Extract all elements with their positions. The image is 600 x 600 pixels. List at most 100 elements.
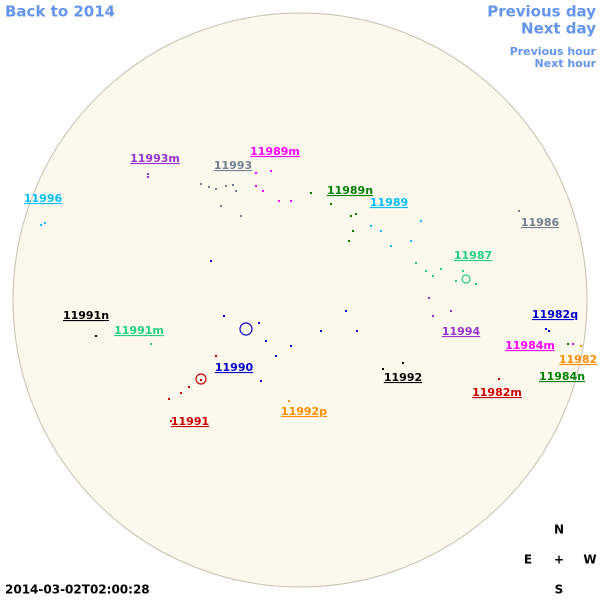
spot [150,343,152,345]
spot-ring [461,274,471,284]
spot [462,270,464,272]
spot [350,215,352,217]
region-label[interactable]: 11994 [442,325,481,338]
spot [567,343,569,345]
compass-west: W [583,553,596,567]
region-label[interactable]: 11987 [454,249,492,262]
spot [270,170,272,172]
spot [432,315,434,317]
region-label[interactable]: 11989n [327,184,373,197]
spot [278,200,280,202]
next-day-link[interactable]: Next day [521,20,596,38]
timestamp: 2014-03-02T02:00:28 [5,583,150,597]
spot [420,220,422,222]
solar-disk [12,12,588,588]
previous-day-link[interactable]: Previous day [487,3,596,21]
region-label[interactable]: 11993m [130,152,180,165]
spot [188,386,190,388]
region-label[interactable]: 11982q [532,308,578,321]
region-label[interactable]: 11996 [24,192,63,205]
spot [402,362,404,364]
spot [44,222,46,224]
spot-ring [239,322,253,336]
spot [425,270,427,272]
region-label[interactable]: 11991m [114,324,164,337]
spot [310,192,312,194]
spot [225,185,227,187]
spot [260,380,262,382]
spot [262,190,264,192]
spot [455,280,457,282]
compass-north: N [554,523,564,537]
spot-ring [195,373,207,385]
spot [220,205,222,207]
spot [265,340,267,342]
spot [415,262,417,264]
spot [380,230,382,232]
spot [290,345,292,347]
spot [320,330,322,332]
spot [170,420,172,422]
spot [200,379,202,381]
next-hour-link[interactable]: Next hour [535,57,597,70]
spot [355,213,357,215]
spot [258,322,260,324]
spot [352,230,354,232]
compass-east: E [524,553,532,567]
spot [255,185,257,187]
back-link[interactable]: Back to 2014 [5,3,115,21]
region-label[interactable]: 11992p [281,405,327,418]
spot [200,183,202,185]
spot [223,315,225,317]
region-label[interactable]: 11992 [384,371,422,384]
spot [208,186,210,188]
spot [450,310,452,312]
spot [345,310,347,312]
region-label[interactable]: 11990 [215,361,254,374]
spot [235,190,237,192]
region-label[interactable]: 11984n [539,370,585,383]
spot [215,355,217,357]
spot [330,203,332,205]
spot [545,328,547,330]
spot [382,368,384,370]
region-label[interactable]: 11982m [472,386,522,399]
spot [390,245,392,247]
spot [275,355,277,357]
spot [475,283,477,285]
spot [348,240,350,242]
spot [440,268,442,270]
compass-center: + [554,553,564,567]
region-label[interactable]: 11986 [521,216,560,229]
region-label[interactable]: 11982 [559,353,597,366]
spot [255,172,257,174]
spot [168,398,170,400]
spot [95,335,97,337]
region-label[interactable]: 11993 [214,159,252,172]
spot [210,260,212,262]
spot [288,400,290,402]
region-label[interactable]: 11989 [370,196,408,209]
spot [572,343,574,345]
spot [518,210,520,212]
spot [215,188,217,190]
spot [370,225,372,227]
spot [147,176,149,178]
region-label[interactable]: 11991n [63,309,109,322]
spot [548,330,550,332]
spot [147,173,149,175]
spot [580,345,582,347]
spot [432,275,434,277]
spot [356,330,358,332]
spot [240,215,242,217]
region-label[interactable]: 11989m [250,145,300,158]
region-label[interactable]: 11991 [171,415,209,428]
spot [40,224,42,226]
spot [180,392,182,394]
previous-hour-link[interactable]: Previous hour [510,45,597,58]
region-label[interactable]: 11984m [505,339,555,352]
spot [428,297,430,299]
compass-south: S [555,583,564,597]
